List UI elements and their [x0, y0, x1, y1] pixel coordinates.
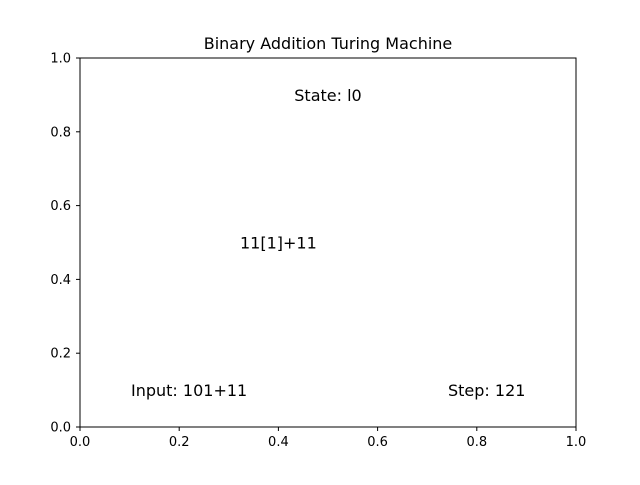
x-tick-label: 1.0 [566, 435, 587, 450]
input-annotation: Input: 101+11 [131, 381, 247, 400]
y-tick-label: 0.8 [50, 125, 71, 140]
y-tick-label: 0.4 [50, 273, 71, 288]
x-tick-label: 0.0 [70, 435, 91, 450]
plot-area: 0.0 0.2 0.4 0.6 0.8 1.0 0.0 0.2 0.4 0.6 0.8 1.0 Stat… [50, 52, 586, 451]
step-annotation: Step: 121 [448, 381, 525, 400]
y-tick-label: 0.0 [50, 421, 71, 436]
x-tick-label: 0.2 [169, 435, 190, 450]
axes-frame [79, 57, 577, 428]
chart-title: Binary Addition Turing Machine [204, 34, 453, 53]
tape-annotation: 11[1]+11 [240, 234, 317, 253]
y-tick-label: 0.2 [50, 347, 71, 362]
y-tick-label: 0.6 [50, 199, 71, 214]
state-annotation: State: l0 [294, 86, 361, 105]
x-tick-label: 0.4 [268, 435, 289, 450]
x-tick-label: 0.6 [367, 435, 388, 450]
x-tick-label: 0.8 [466, 435, 487, 450]
y-tick-label: 1.0 [50, 52, 71, 67]
